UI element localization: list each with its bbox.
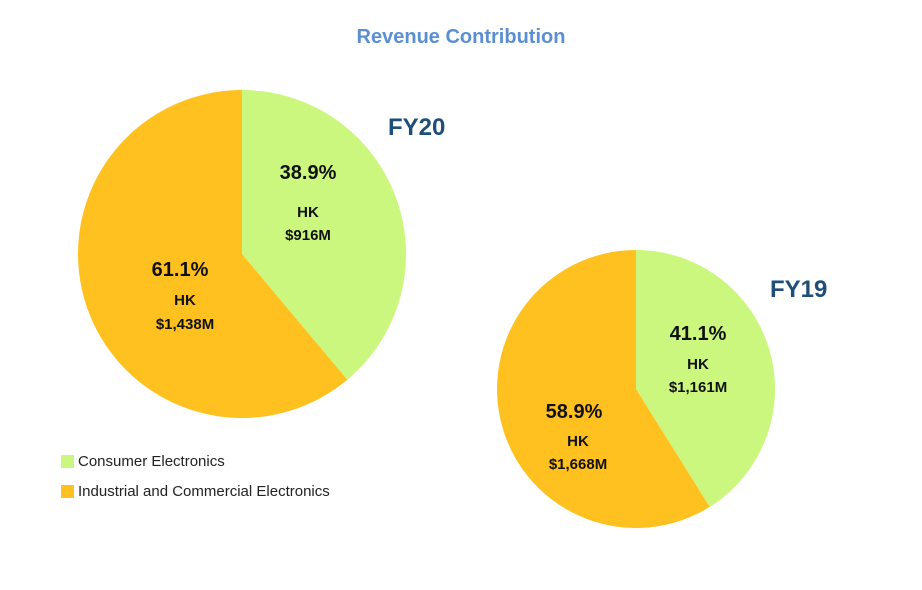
fy20-consumer-percent-label: 38.9% — [280, 162, 337, 184]
legend-label-industrial: Industrial and Commercial Electronics — [78, 482, 330, 500]
fy19-industrial-value-label: $1,668M — [549, 456, 607, 473]
fy19-consumer-hk-label: HK — [687, 356, 709, 373]
fy19-consumer-percent-label: 41.1% — [670, 323, 727, 345]
fy19-label: FY19 — [770, 276, 828, 303]
fy19-slice-consumer — [636, 250, 776, 507]
fy20-industrial-percent-label: 61.1% — [152, 259, 209, 281]
legend-label-consumer: Consumer Electronics — [78, 452, 225, 470]
fy19-industrial-percent-label: 58.9% — [546, 401, 603, 423]
fy19-consumer-value-label: $1,161M — [669, 379, 727, 396]
legend-swatch-consumer — [61, 454, 74, 468]
fy20-slice-consumer — [242, 90, 406, 380]
legend: Consumer Electronics Industrial and Comm… — [61, 446, 330, 506]
legend-item-consumer: Consumer Electronics — [61, 446, 330, 476]
legend-item-industrial: Industrial and Commercial Electronics — [61, 476, 330, 506]
fy20-slice-industrial — [77, 89, 348, 418]
fy20-consumer-hk-label: HK — [297, 204, 319, 221]
legend-swatch-industrial — [61, 484, 74, 498]
fy20-consumer-value-label: $916M — [285, 227, 331, 244]
fy20-industrial-hk-label: HK — [174, 292, 196, 309]
chart-title: Revenue Contribution — [356, 26, 566, 48]
fy20-industrial-value-label: $1,438M — [156, 316, 214, 333]
fy19-industrial-hk-label: HK — [567, 433, 589, 450]
fy20-label: FY20 — [388, 114, 446, 141]
fy19-slice-industrial — [497, 250, 710, 528]
